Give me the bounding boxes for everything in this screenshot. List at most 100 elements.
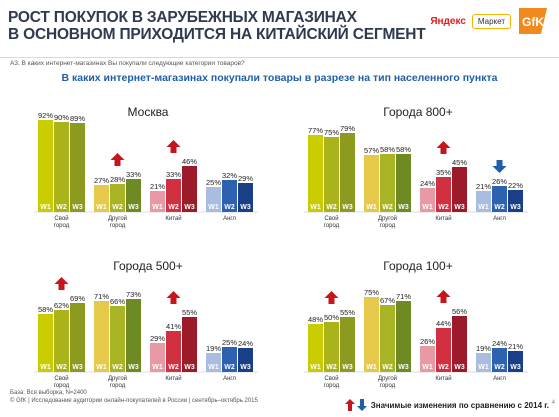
series-label: W2 — [168, 204, 179, 211]
bar — [70, 123, 85, 212]
data-label: 21% — [476, 182, 491, 191]
data-label: 22% — [508, 181, 523, 190]
data-label: 24% — [492, 339, 507, 348]
category-label: Китай — [435, 215, 451, 222]
series-label: W1 — [366, 364, 377, 371]
bar — [492, 186, 507, 212]
series-label: W1 — [152, 364, 163, 371]
bar — [324, 137, 339, 212]
gfk-logo-text: GfK — [522, 15, 544, 29]
data-label: 55% — [340, 308, 355, 317]
category-label: Свой — [54, 215, 68, 222]
arrow-up-icon — [110, 153, 125, 166]
data-label: 48% — [308, 315, 323, 324]
data-label: 33% — [126, 170, 141, 179]
category-label: Англ — [493, 216, 506, 222]
data-label: 28% — [110, 175, 125, 184]
data-label: 29% — [150, 334, 165, 343]
arrow-up-icon — [54, 277, 69, 290]
page-title: РОСТ ПОКУПОК В ЗАРУБЕЖНЫХ МАГАЗИНАХ В ОС… — [8, 9, 426, 43]
category-label: Китай — [435, 375, 451, 382]
category-label: Другой — [108, 375, 127, 382]
data-label: 45% — [452, 158, 467, 167]
chart-title: Города 800+ — [383, 105, 453, 119]
bar — [238, 348, 253, 372]
bar — [364, 297, 379, 372]
bar — [94, 185, 109, 212]
legend-arrows-icon — [344, 399, 367, 411]
series-label: W3 — [128, 364, 139, 371]
data-label: 26% — [420, 337, 435, 346]
bar — [364, 155, 379, 212]
chart-title: Города 500+ — [113, 259, 183, 273]
data-label: 69% — [70, 294, 85, 303]
series-label: W3 — [342, 364, 353, 371]
series-label: W1 — [422, 204, 433, 211]
bar — [420, 188, 435, 212]
data-label: 92% — [38, 111, 53, 120]
series-label: W1 — [208, 204, 219, 211]
series-label: W1 — [422, 364, 433, 371]
bar — [54, 122, 69, 212]
bar — [492, 348, 507, 372]
series-label: W2 — [326, 364, 337, 371]
legend: Значимые изменения по сравнению с 2014 г… — [344, 399, 549, 411]
arrow-up-icon — [324, 291, 339, 304]
bar — [340, 317, 355, 372]
page-number: 4 — [551, 400, 555, 406]
bar — [94, 301, 109, 372]
gfk-logo: GfK — [517, 6, 551, 36]
bar — [150, 343, 165, 372]
bar — [54, 310, 69, 372]
series-label: W2 — [56, 364, 67, 371]
category-label: город — [110, 223, 126, 229]
gfk-logo-icon: GfK — [519, 8, 547, 34]
data-label: 24% — [420, 179, 435, 188]
data-label: 19% — [206, 344, 221, 353]
category-label: город — [324, 383, 340, 389]
series-label: W1 — [40, 364, 51, 371]
data-label: 79% — [340, 124, 355, 133]
arrow-up-icon — [436, 290, 451, 303]
series-label: W2 — [326, 204, 337, 211]
series-label: W3 — [510, 364, 521, 371]
series-label: W1 — [310, 364, 321, 371]
category-label: город — [110, 383, 126, 389]
data-label: 71% — [94, 292, 109, 301]
series-label: W3 — [128, 204, 139, 211]
series-label: W3 — [398, 364, 409, 371]
bar — [166, 179, 181, 212]
series-label: W2 — [224, 204, 235, 211]
question-text: А3. В каких интернет-магазинах Вы покупа… — [10, 60, 245, 67]
bar — [420, 346, 435, 372]
bar — [476, 191, 491, 212]
series-label: W2 — [382, 204, 393, 211]
series-label: W3 — [72, 364, 83, 371]
category-label: Англ — [493, 376, 506, 382]
category-label: город — [380, 223, 396, 229]
logos: Яндекс Маркет GfK — [430, 6, 551, 36]
data-label: 56% — [452, 307, 467, 316]
series-label: W2 — [382, 364, 393, 371]
bar — [436, 328, 451, 372]
series-label: W2 — [438, 364, 449, 371]
category-label: Китай — [165, 215, 181, 222]
data-label: 75% — [324, 128, 339, 137]
data-label: 77% — [308, 126, 323, 135]
bar — [126, 299, 141, 372]
category-label: Другой — [378, 215, 397, 222]
data-label: 27% — [94, 176, 109, 185]
bar — [182, 166, 197, 212]
bar — [380, 305, 395, 372]
category-label: город — [324, 223, 340, 229]
data-label: 33% — [166, 170, 181, 179]
bar — [508, 190, 523, 212]
series-label: W3 — [184, 204, 195, 211]
series-label: W1 — [310, 204, 321, 211]
data-label: 90% — [54, 113, 69, 122]
series-label: W1 — [96, 364, 107, 371]
category-label: Англ — [223, 216, 236, 222]
series-label: W2 — [56, 204, 67, 211]
category-label: Англ — [223, 376, 236, 382]
category-label: город — [380, 383, 396, 389]
